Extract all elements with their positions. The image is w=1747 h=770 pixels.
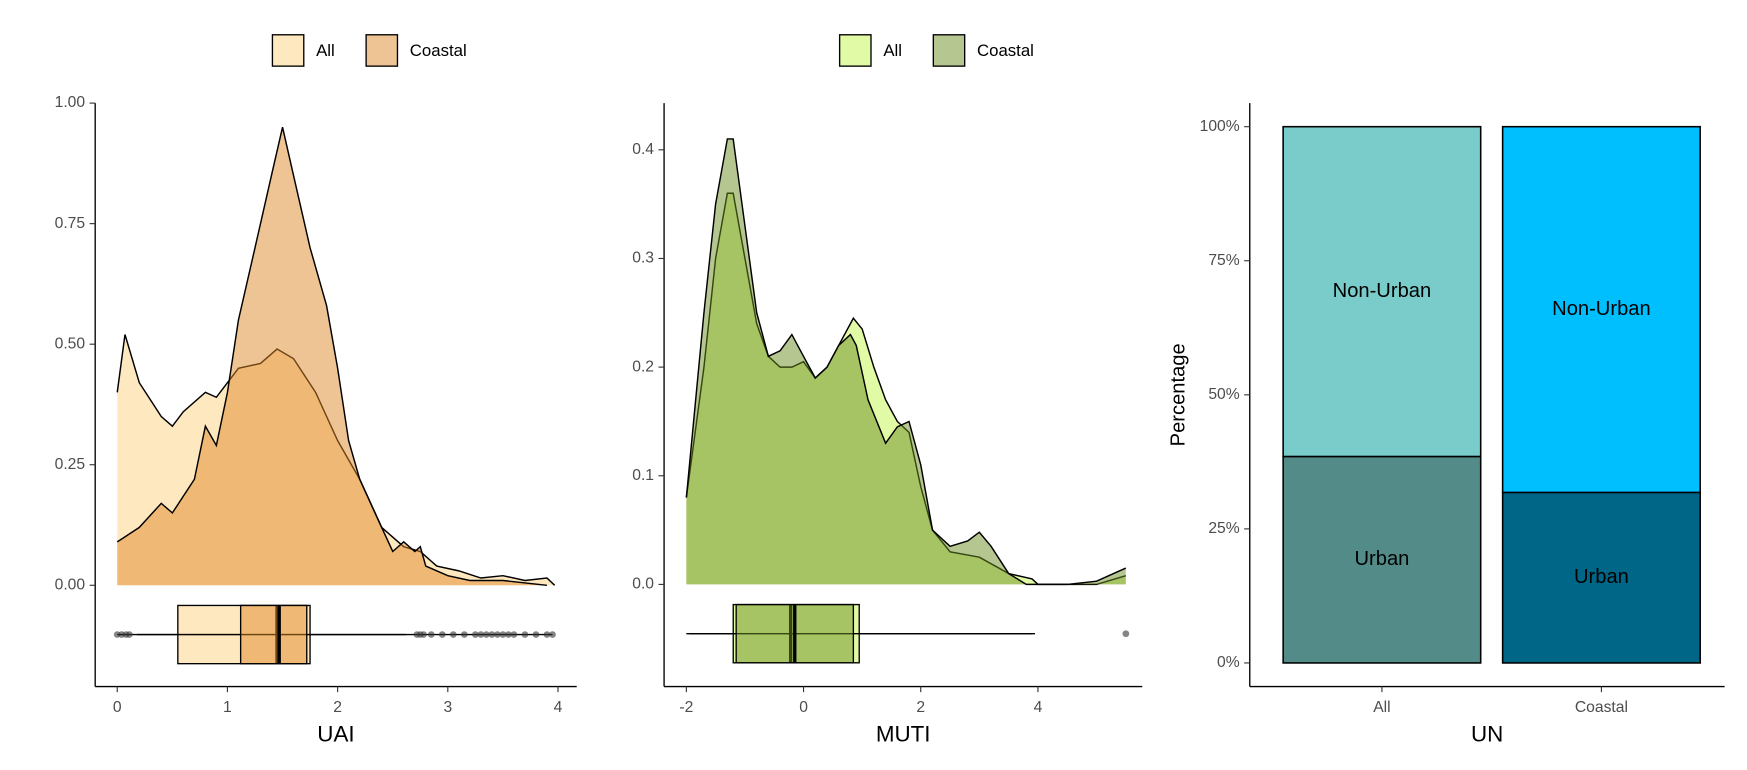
- legend-label: All: [316, 41, 335, 60]
- outlier: [505, 631, 512, 638]
- y-tick-label: 100%: [1200, 118, 1240, 135]
- segment-label: Urban: [1354, 548, 1409, 570]
- y-tick-label: 0.25: [55, 456, 86, 473]
- x-tick-label: 1: [223, 699, 232, 716]
- x-tick-label: -2: [679, 699, 693, 716]
- y-axis-title: Percentage: [1168, 343, 1190, 446]
- legend-key: [932, 34, 966, 67]
- legend-key: [271, 34, 305, 67]
- outlier: [427, 631, 435, 638]
- y-tick-label: 0.4: [632, 141, 654, 158]
- legend-key: [838, 34, 872, 67]
- y-tick-label: 0.75: [55, 215, 86, 232]
- y-tick-label: 0.3: [632, 250, 654, 267]
- outlier: [125, 631, 133, 638]
- box: [239, 604, 308, 665]
- x-axis-title: UN: [1471, 722, 1503, 747]
- bar-segment: [1282, 125, 1482, 458]
- density-fill: [686, 138, 1126, 585]
- y-tick-label: 25%: [1208, 520, 1239, 537]
- density-fill: [117, 127, 547, 586]
- outlier: [471, 631, 479, 638]
- x-tick-label: 0: [799, 699, 808, 716]
- x-tick-label: 2: [333, 699, 342, 716]
- legend-label: Coastal: [977, 41, 1034, 60]
- density-line: [685, 138, 1127, 586]
- outlier: [438, 631, 446, 638]
- outlier: [510, 631, 518, 638]
- outlier: [543, 631, 551, 638]
- outlier: [460, 631, 468, 638]
- segment-label: Urban: [1574, 566, 1629, 588]
- x-tick-label: 4: [1034, 699, 1043, 716]
- outlier: [549, 631, 556, 638]
- x-axis-title: UAI: [317, 722, 354, 747]
- y-tick-label: 0.1: [632, 467, 654, 484]
- outlier: [420, 631, 427, 638]
- outlier: [477, 631, 485, 638]
- outlier: [483, 631, 490, 638]
- x-tick-label: 3: [443, 699, 452, 716]
- outlier: [1122, 630, 1130, 638]
- y-tick-label: 0.0: [632, 576, 654, 593]
- y-tick-label: 0%: [1217, 654, 1240, 671]
- x-tick-label: All: [1373, 699, 1390, 716]
- outlier: [521, 631, 529, 638]
- legend-label: All: [883, 41, 902, 60]
- x-tick-label: 2: [916, 699, 925, 716]
- density-line: [116, 127, 548, 587]
- y-tick-label: 0.2: [632, 358, 654, 375]
- outlier: [499, 631, 507, 638]
- bar-segment: [1501, 491, 1701, 664]
- outlier: [488, 631, 496, 638]
- x-tick-label: Coastal: [1575, 699, 1628, 716]
- legend-label: Coastal: [410, 41, 467, 60]
- y-tick-label: 50%: [1208, 386, 1239, 403]
- outlier: [532, 631, 540, 638]
- y-tick-label: 0.50: [55, 335, 86, 352]
- y-tick-label: 0.00: [55, 576, 86, 593]
- y-tick-label: 1.00: [55, 94, 86, 111]
- legend-key: [365, 34, 399, 67]
- bar-segment: [1282, 455, 1482, 664]
- x-tick-label: 0: [113, 699, 122, 716]
- outlier: [494, 631, 501, 638]
- x-axis-title: MUTI: [876, 722, 931, 747]
- y-tick-label: 75%: [1208, 252, 1239, 269]
- outlier: [449, 631, 457, 638]
- bar-segment: [1501, 125, 1701, 494]
- segment-label: Non-Urban: [1333, 280, 1432, 302]
- x-tick-label: 4: [554, 699, 563, 716]
- segment-label: Non-Urban: [1552, 298, 1651, 320]
